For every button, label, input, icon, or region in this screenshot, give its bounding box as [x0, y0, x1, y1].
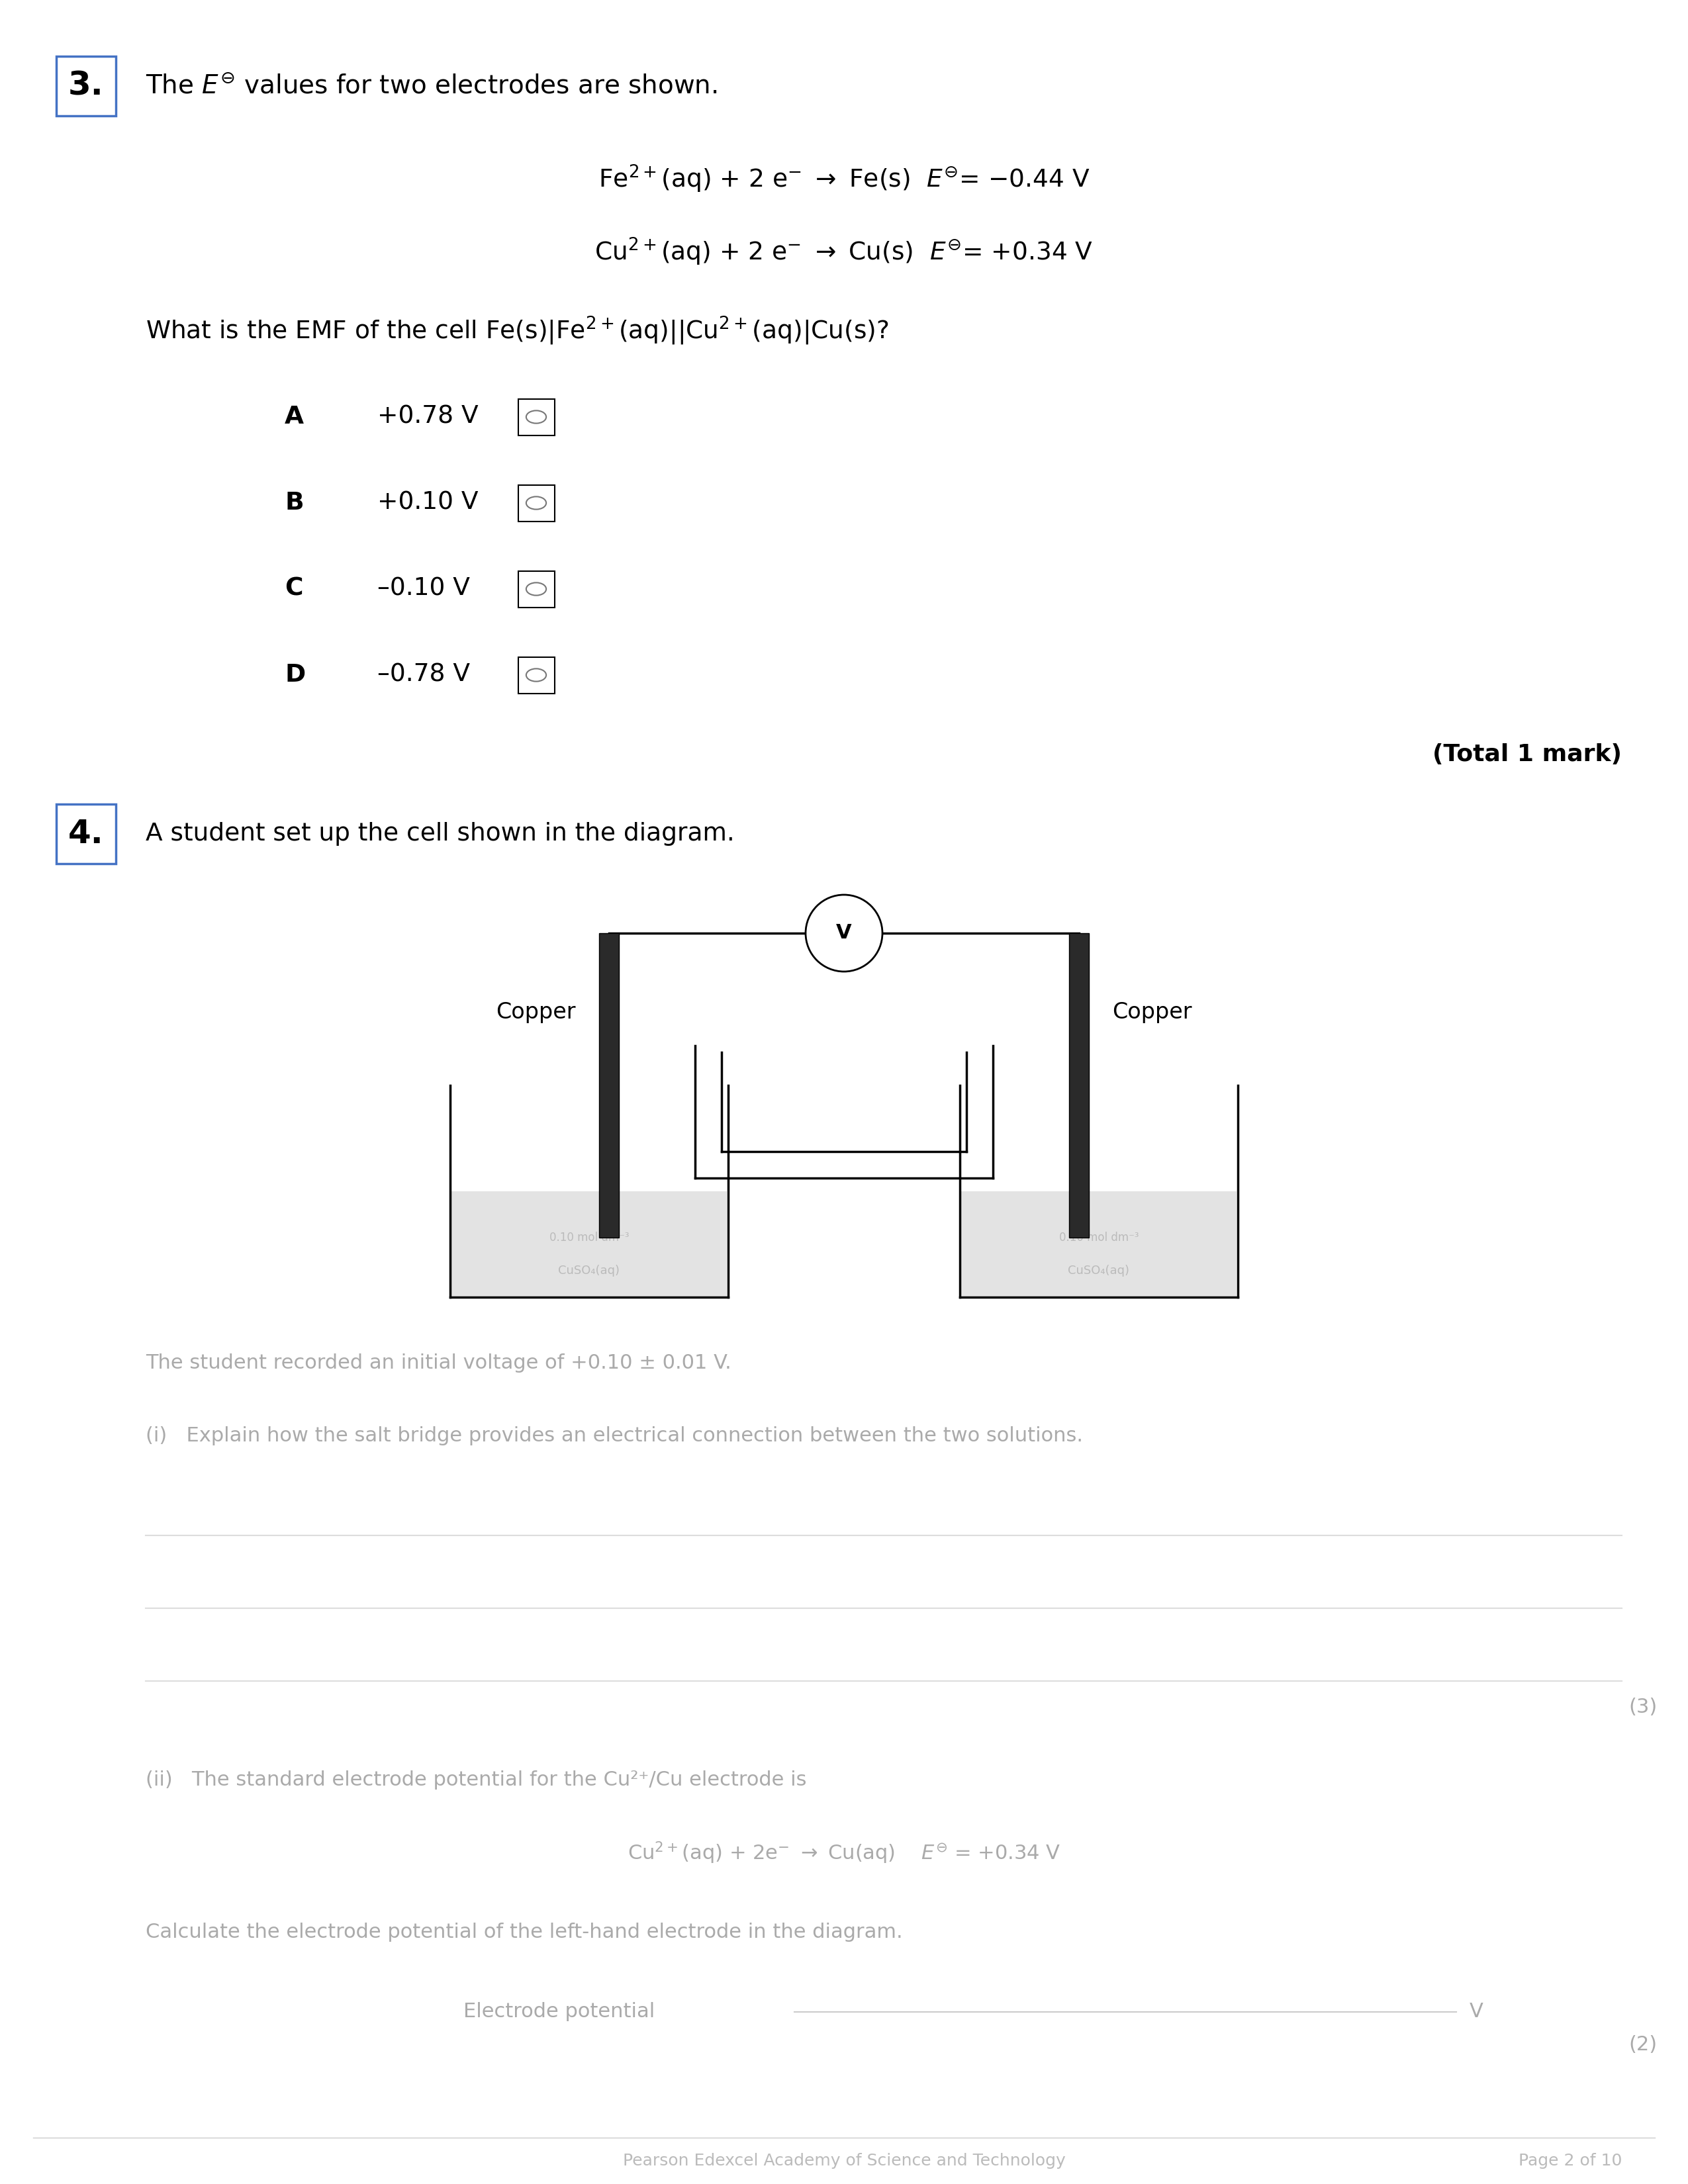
Text: 4.: 4.: [68, 819, 105, 850]
Text: (3): (3): [1629, 1697, 1658, 1717]
Bar: [451, 1190, 728, 1297]
Ellipse shape: [527, 668, 547, 681]
Text: B: B: [285, 491, 304, 515]
FancyBboxPatch shape: [518, 485, 554, 522]
Bar: [960, 1190, 1237, 1297]
Text: (2): (2): [1629, 2035, 1658, 2055]
Bar: [1069, 933, 1089, 1238]
Circle shape: [805, 895, 883, 972]
Text: (i)   Explain how the salt bridge provides an electrical connection between the : (i) Explain how the salt bridge provides…: [145, 1426, 1084, 1446]
Ellipse shape: [527, 411, 547, 424]
FancyBboxPatch shape: [518, 400, 554, 435]
FancyBboxPatch shape: [56, 804, 116, 863]
Text: Calculate the electrode potential of the left-hand electrode in the diagram.: Calculate the electrode potential of the…: [145, 1922, 903, 1942]
Text: –0.78 V: –0.78 V: [378, 664, 469, 688]
Text: 0.10 mol dm⁻³: 0.10 mol dm⁻³: [549, 1232, 630, 1243]
Text: (Total 1 mark): (Total 1 mark): [1433, 743, 1622, 767]
Ellipse shape: [527, 496, 547, 509]
Ellipse shape: [527, 583, 547, 596]
Text: A student set up the cell shown in the diagram.: A student set up the cell shown in the d…: [145, 821, 734, 845]
Text: Fe$^{2+}$(aq) + 2 e$^{-}$ $\rightarrow$ Fe(s)  $E^{\ominus}$= $-$0.44 V: Fe$^{2+}$(aq) + 2 e$^{-}$ $\rightarrow$ …: [598, 164, 1090, 194]
FancyBboxPatch shape: [518, 657, 554, 692]
FancyBboxPatch shape: [518, 570, 554, 607]
Text: –0.10 V: –0.10 V: [378, 577, 469, 601]
Text: D: D: [285, 664, 306, 688]
Text: 3.: 3.: [68, 70, 105, 103]
Text: V: V: [1470, 2003, 1484, 2022]
Text: Copper: Copper: [496, 1002, 576, 1024]
Text: C: C: [285, 577, 302, 601]
Text: A: A: [285, 404, 304, 428]
Text: Copper: Copper: [1112, 1002, 1192, 1024]
Text: +0.78 V: +0.78 V: [378, 404, 478, 428]
Bar: [599, 933, 619, 1238]
Text: CuSO₄(aq): CuSO₄(aq): [559, 1265, 619, 1278]
Text: Cu$^{2+}$(aq) + 2 e$^{-}$ $\rightarrow$ Cu(s)  $E^{\ominus}$= +0.34 V: Cu$^{2+}$(aq) + 2 e$^{-}$ $\rightarrow$ …: [594, 236, 1094, 266]
Text: CuSO₄(aq): CuSO₄(aq): [1069, 1265, 1129, 1278]
Text: Pearson Edexcel Academy of Science and Technology: Pearson Edexcel Academy of Science and T…: [623, 2153, 1065, 2169]
Text: V: V: [836, 924, 852, 943]
Text: 0.10 mol dm⁻³: 0.10 mol dm⁻³: [1058, 1232, 1139, 1243]
Text: The $\mathit{E}^{\ominus}$ values for two electrodes are shown.: The $\mathit{E}^{\ominus}$ values for tw…: [145, 74, 717, 98]
Text: +0.10 V: +0.10 V: [378, 491, 478, 515]
FancyBboxPatch shape: [56, 57, 116, 116]
Text: Page 2 of 10: Page 2 of 10: [1518, 2153, 1622, 2169]
Text: The student recorded an initial voltage of +0.10 ± 0.01 V.: The student recorded an initial voltage …: [145, 1354, 731, 1374]
Text: (ii)   The standard electrode potential for the Cu²⁺/Cu electrode is: (ii) The standard electrode potential fo…: [145, 1771, 807, 1791]
Text: Electrode potential: Electrode potential: [464, 2003, 655, 2022]
Text: Cu$^{2+}$(aq) + 2e$^{-}$ $\rightarrow$ Cu(aq)    $E^{\ominus}$ = +0.34 V: Cu$^{2+}$(aq) + 2e$^{-}$ $\rightarrow$ C…: [628, 1841, 1060, 1865]
Text: What is the EMF of the cell Fe(s)|Fe$^{2+}$(aq)||Cu$^{2+}$(aq)|Cu(s)?: What is the EMF of the cell Fe(s)|Fe$^{2…: [145, 314, 890, 347]
